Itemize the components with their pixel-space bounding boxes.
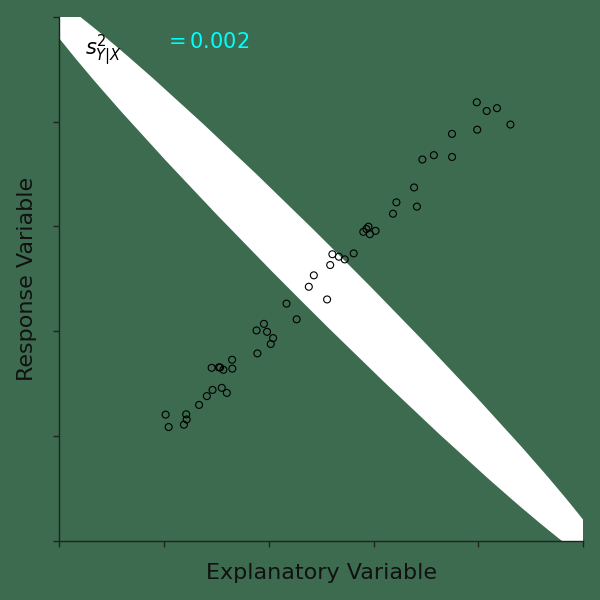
Point	[340, 254, 350, 264]
Point	[215, 362, 225, 372]
Point	[202, 391, 212, 401]
Point	[472, 98, 482, 107]
Point	[182, 415, 191, 424]
Ellipse shape	[31, 0, 600, 569]
Point	[328, 250, 337, 259]
Point	[365, 229, 374, 239]
Point	[472, 125, 482, 134]
Point	[447, 152, 457, 162]
Text: $s^2_{Y|X}$: $s^2_{Y|X}$	[85, 32, 122, 67]
Point	[429, 151, 439, 160]
Point	[292, 314, 301, 324]
Point	[268, 334, 278, 343]
Point	[418, 155, 427, 164]
Point	[208, 385, 217, 395]
Point	[349, 248, 358, 258]
Y-axis label: Response Variable: Response Variable	[17, 177, 37, 381]
Point	[161, 410, 170, 419]
Point	[371, 226, 380, 236]
Point	[447, 129, 457, 139]
Point	[227, 355, 237, 365]
Point	[412, 202, 422, 211]
Point	[325, 260, 335, 270]
Point	[482, 106, 491, 116]
Point	[282, 299, 292, 308]
Point	[262, 327, 272, 337]
Point	[359, 227, 368, 236]
Point	[252, 326, 262, 335]
X-axis label: Explanatory Variable: Explanatory Variable	[206, 563, 437, 583]
Text: $= 0.002$: $= 0.002$	[164, 32, 249, 52]
Point	[409, 182, 419, 192]
Point	[217, 383, 227, 392]
Point	[492, 103, 502, 113]
Point	[309, 271, 319, 280]
Point	[388, 209, 398, 218]
Point	[266, 339, 275, 349]
Point	[222, 388, 232, 398]
Point	[506, 120, 515, 130]
Point	[259, 319, 269, 329]
Point	[364, 222, 373, 232]
Point	[164, 422, 173, 432]
Point	[207, 363, 217, 373]
Point	[362, 224, 371, 234]
Point	[227, 364, 237, 373]
Point	[214, 362, 224, 372]
Point	[392, 197, 401, 207]
Point	[218, 365, 228, 374]
Point	[181, 409, 191, 419]
Point	[179, 420, 189, 430]
Point	[322, 295, 332, 304]
Point	[304, 282, 314, 292]
Point	[194, 400, 204, 410]
Point	[334, 252, 344, 262]
Point	[253, 349, 262, 358]
